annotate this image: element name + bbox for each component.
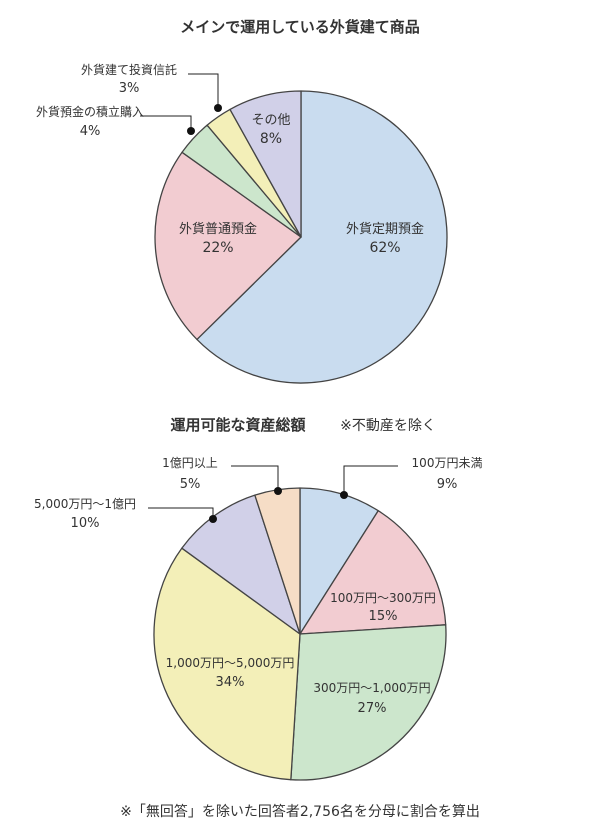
- slice-label: 300万円～1,000万円: [313, 681, 430, 695]
- leader-line: [148, 507, 214, 519]
- slice-label: 1,000万円～5,000万円: [166, 656, 295, 670]
- leader-dot: [209, 515, 217, 523]
- slice-value-label: 34%: [216, 675, 245, 690]
- slice-value-label: 62%: [369, 240, 400, 256]
- slice-value-label: 15%: [369, 609, 398, 624]
- slice-value-label: 8%: [260, 131, 282, 147]
- slice-label: 5,000万円～1億円: [34, 497, 136, 511]
- pie-slice: [196, 90, 448, 384]
- slice-value-label: 4%: [80, 124, 101, 139]
- pie-slice: [299, 510, 447, 635]
- slice-value-label: 22%: [202, 240, 233, 256]
- pie-slice: [154, 151, 302, 341]
- slice-value-label: 9%: [437, 477, 458, 492]
- leader-line: [231, 465, 279, 491]
- slice-label: 100万円未満: [412, 456, 483, 470]
- slice-label: 外貨定期預金: [346, 221, 424, 237]
- footnote: ※「無回答」を除いた回答者2,756名を分母に割合を算出: [120, 803, 480, 820]
- pie-chart-investment-products: 外貨定期預金 62% 外貨普通預金 22% 外貨預金の積立購入 4% 外貨建て投資信託 3% そ…: [36, 62, 448, 384]
- pie-slice: [290, 624, 447, 781]
- leader-dot: [214, 104, 222, 112]
- leader-dot: [340, 491, 348, 499]
- pie-chart-asset-total: 100万円未満 9% 100万円～300万円 15% 300万円～1,000万円 27% 1…: [34, 456, 483, 781]
- leader-line: [140, 115, 192, 131]
- chart2-title: 運用可能な資産総額: [170, 416, 305, 434]
- slice-value-label: 3%: [119, 81, 140, 96]
- pie-slice: [153, 547, 301, 781]
- chart2-subtitle: ※不動産を除く: [340, 418, 436, 434]
- slice-value-label: 5%: [180, 477, 201, 492]
- leader-dot: [274, 487, 282, 495]
- slice-label: 外貨建て投資信託: [81, 62, 177, 77]
- slice-label: 外貨預金の積立購入: [36, 104, 144, 119]
- pie-slice: [229, 90, 302, 238]
- slice-label: 1億円以上: [162, 456, 218, 470]
- slice-value-label: 10%: [71, 516, 100, 531]
- slice-label: その他: [251, 113, 290, 128]
- leader-line: [188, 73, 219, 108]
- slice-label: 100万円～300万円: [330, 591, 436, 605]
- leader-line: [343, 465, 398, 495]
- leader-dot: [187, 127, 195, 135]
- slice-value-label: 27%: [358, 701, 387, 716]
- slice-label: 外貨普通預金: [179, 221, 257, 237]
- chart1-title: メインで運用している外貨建て商品: [180, 18, 420, 36]
